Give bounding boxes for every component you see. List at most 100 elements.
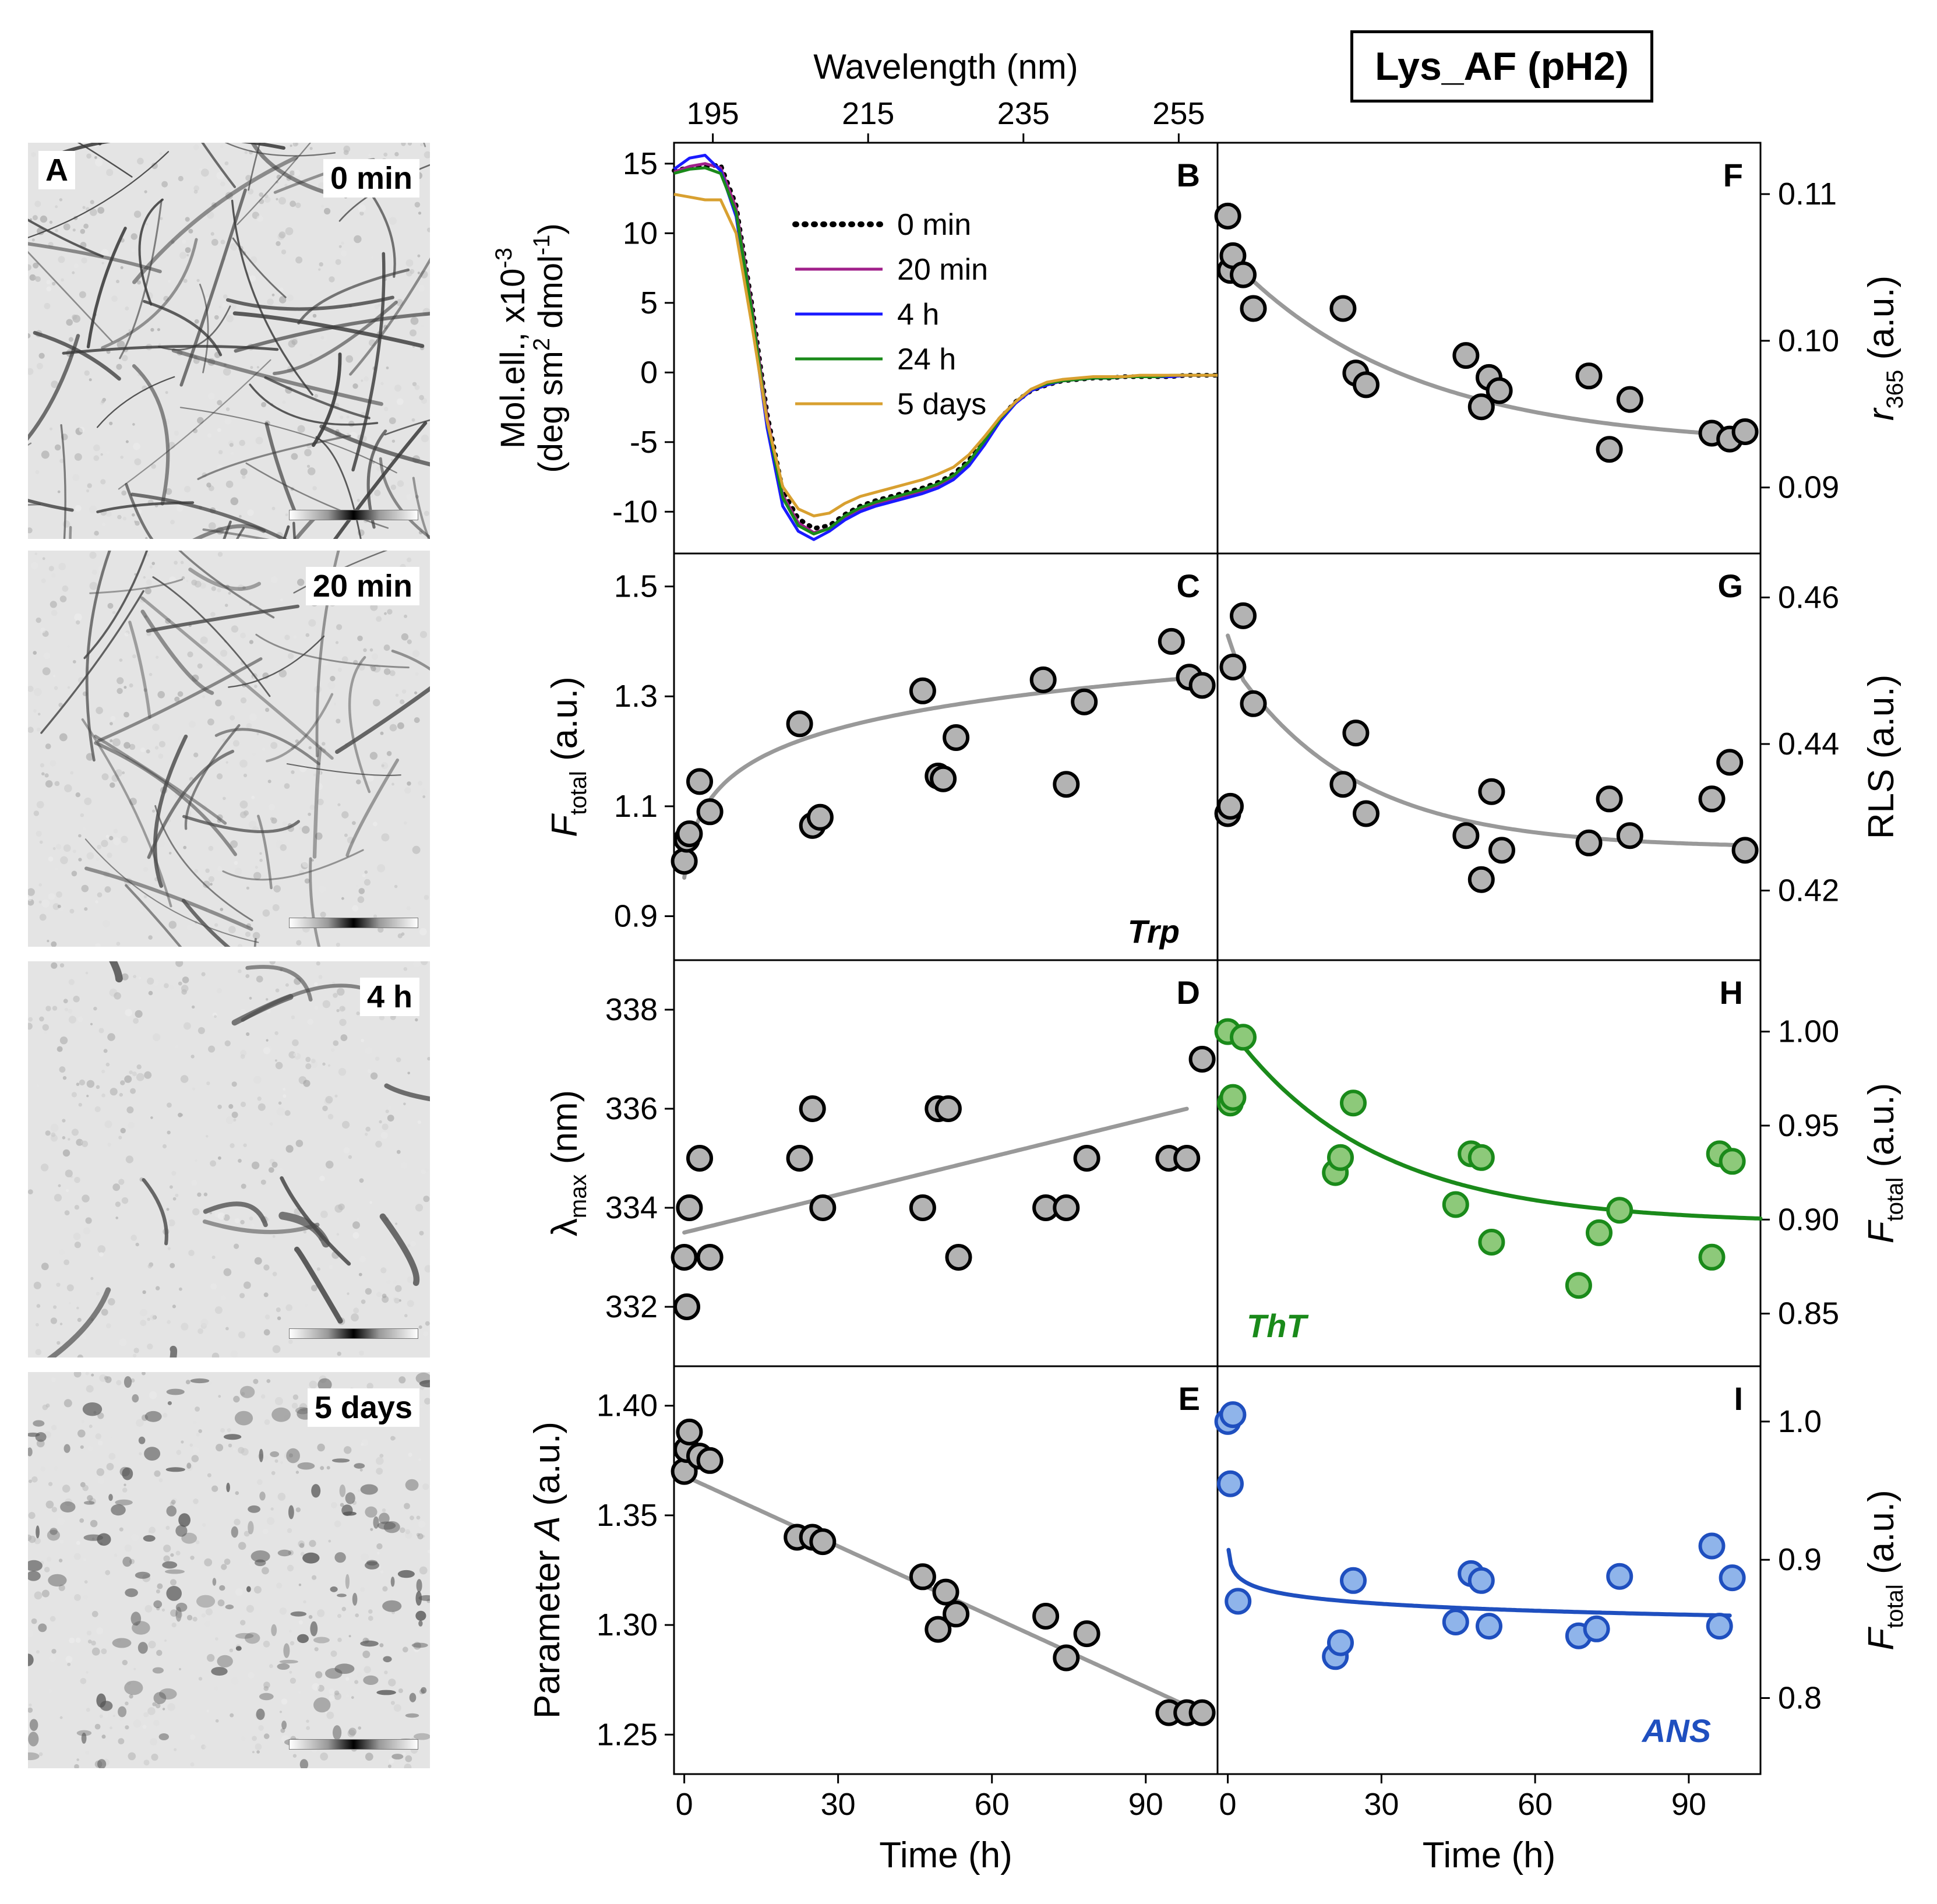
- data-point: [943, 1600, 970, 1628]
- tem-image-panel: 20 min: [28, 551, 430, 947]
- y-axis-title: Parameter A (a.u.): [527, 1422, 567, 1719]
- data-point: [806, 803, 834, 831]
- data-point: [1586, 1219, 1613, 1246]
- data-point: [1329, 295, 1357, 322]
- label-part: -3: [491, 248, 517, 269]
- data-point: [1173, 1145, 1201, 1172]
- data-point: [1478, 1229, 1505, 1256]
- data-point: [932, 1578, 959, 1606]
- data-point: [1327, 1629, 1354, 1656]
- data-point: [1073, 1145, 1100, 1172]
- label-part: A: [527, 1516, 567, 1542]
- x-tick-label: 235: [997, 96, 1050, 131]
- plot-frame: [1216, 142, 1762, 555]
- label-part: F: [1861, 1627, 1901, 1651]
- y-tick-label: 0.9: [614, 899, 658, 934]
- tem-time-label: 0 min: [323, 159, 419, 198]
- plot-frame: [1216, 1365, 1762, 1775]
- data-point: [673, 1293, 700, 1320]
- x-tick-label: 60: [1518, 1787, 1553, 1822]
- x-tick-label: 0: [676, 1787, 693, 1822]
- y-axis-title: λmax (nm): [545, 1090, 591, 1236]
- label-part: total: [1882, 1177, 1908, 1222]
- data-point: [1219, 1401, 1247, 1429]
- figure-title: Lys_AF (pH2): [1350, 30, 1653, 103]
- tem-micrograph-texture: [28, 961, 430, 1358]
- y-tick-label: 1.0: [1778, 1404, 1822, 1439]
- label-part: max: [566, 1175, 591, 1219]
- y-axis-title: RLS (a.u.): [1861, 675, 1901, 840]
- x-tick-label: 30: [821, 1787, 856, 1822]
- data-point: [1240, 690, 1267, 717]
- data-point: [1188, 1046, 1216, 1073]
- data-point: [1353, 371, 1379, 399]
- panel-annotation: Trp: [1128, 913, 1180, 950]
- y-tick-label: 0.95: [1778, 1108, 1839, 1143]
- label-part: total: [1882, 1584, 1908, 1628]
- data-point: [1214, 202, 1241, 230]
- y-tick-label: 0.42: [1778, 873, 1839, 908]
- fit-curve: [1226, 1547, 1732, 1618]
- data-point: [1583, 1615, 1610, 1642]
- data-point: [1731, 837, 1759, 864]
- data-point: [1706, 1613, 1733, 1640]
- y-tick-label: 1.5: [614, 569, 658, 604]
- data-point: [671, 1244, 698, 1271]
- y-axis-title: Mol.ell., x10-3: [491, 248, 532, 449]
- x-axis-title: Time (h): [879, 1835, 1012, 1875]
- data-point: [696, 1447, 724, 1474]
- data-point: [1452, 342, 1480, 369]
- data-point: [943, 724, 970, 751]
- data-point: [1476, 1613, 1502, 1640]
- label-part: total: [566, 771, 591, 815]
- data-point: [1225, 1588, 1252, 1615]
- y-tick-label: 1.1: [614, 789, 658, 824]
- label-part: λ: [545, 1218, 585, 1236]
- data-point: [1188, 1699, 1216, 1726]
- y-axis-title: r365 (a.u.): [1861, 276, 1908, 421]
- scale-bar: [289, 918, 418, 928]
- data-point: [1719, 1564, 1746, 1592]
- legend-label: 5 days: [897, 387, 986, 421]
- y-tick-label: 336: [605, 1091, 658, 1126]
- y-tick-label: 1.30: [597, 1607, 658, 1642]
- fit-curve: [682, 676, 1189, 880]
- data-point: [676, 1418, 703, 1445]
- data-point: [1716, 749, 1744, 776]
- data-point: [1467, 1144, 1495, 1171]
- data-point: [1073, 1620, 1100, 1648]
- panel-letter: G: [1717, 567, 1743, 604]
- panel-letter: F: [1723, 157, 1743, 193]
- label-part: (nm): [545, 1090, 585, 1175]
- tem-image-panel: A 0 min: [28, 143, 430, 539]
- x-tick-label: 0: [1219, 1787, 1237, 1822]
- x-tick-label: 255: [1152, 96, 1205, 131]
- label-part: F: [1861, 1219, 1901, 1243]
- data-point: [1053, 1644, 1080, 1672]
- x-axis-title: Time (h): [1423, 1835, 1555, 1875]
- y-tick-label: 332: [605, 1289, 658, 1324]
- y-tick-label: 1.3: [614, 679, 658, 714]
- data-point: [1616, 822, 1643, 849]
- data-point: [930, 765, 957, 792]
- data-point: [945, 1244, 972, 1271]
- data-point: [1219, 653, 1247, 680]
- label-part: r: [1861, 407, 1901, 421]
- data-point: [1467, 393, 1495, 421]
- scale-bar: [289, 1328, 418, 1339]
- y-tick-label: 0.85: [1778, 1296, 1839, 1331]
- y-axis-title: Ftotal (a.u.): [1861, 1083, 1908, 1243]
- y-axis-title: Ftotal (a.u.): [545, 676, 591, 837]
- data-point: [1188, 672, 1216, 699]
- data-point: [1575, 362, 1603, 390]
- data-point: [1442, 1191, 1469, 1218]
- tem-panel-letter: A: [38, 151, 75, 189]
- data-point: [786, 710, 813, 738]
- data-point: [1032, 1603, 1060, 1630]
- plot-frame: [673, 552, 1219, 961]
- y-tick-label: -5: [630, 425, 658, 460]
- data-point: [1029, 666, 1057, 693]
- label-part: (a.u.): [1861, 276, 1901, 370]
- label-part: F: [545, 813, 585, 837]
